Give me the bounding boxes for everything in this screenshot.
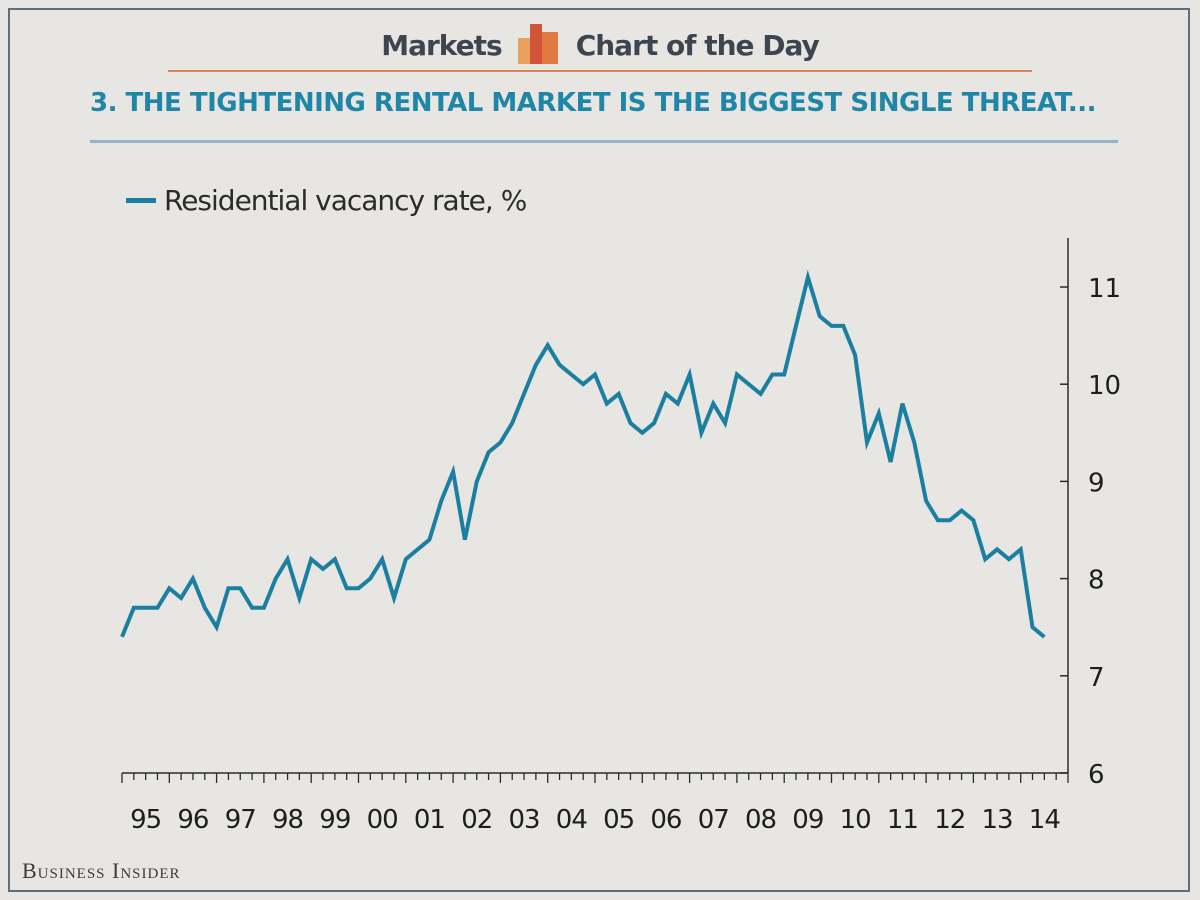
chart-title: 3. THE TIGHTENING RENTAL MARKET IS THE B… — [90, 88, 1097, 118]
series-line-residential-vacancy-rate — [120, 269, 1046, 639]
y-tick-label: 10 — [1088, 371, 1121, 401]
x-tick-label: 00 — [367, 805, 398, 835]
x-tick-label: 07 — [698, 805, 729, 835]
x-tick-label: 96 — [177, 805, 208, 835]
x-tick-label: 12 — [934, 805, 965, 835]
y-tick-label: 9 — [1088, 468, 1105, 498]
x-tick-label: 09 — [792, 805, 823, 835]
x-tick-label: 99 — [319, 805, 350, 835]
x-tick-label: 13 — [982, 805, 1013, 835]
x-tick-label: 10 — [840, 805, 871, 835]
bar-chart-logo-icon — [517, 24, 558, 64]
x-tick-label: 05 — [603, 805, 634, 835]
x-tick-label: 04 — [556, 805, 588, 835]
header-markets-label: Markets — [381, 28, 502, 62]
y-tick-label: 11 — [1088, 274, 1121, 304]
chart-of-the-day-header: Markets Chart of the Day — [0, 22, 1200, 68]
chart-marks — [120, 269, 1046, 639]
chart-axes: 6 7 8 9 10 11 95 96 97 98 99 00 01 02 03 04 05 06 07 08 09 10… — [121, 238, 1121, 835]
x-tick-label: 03 — [509, 805, 540, 835]
title-divider — [90, 140, 1118, 143]
header-chart-of-the-day-label: Chart of the Day — [575, 28, 820, 62]
x-tick-label: 95 — [130, 805, 161, 835]
y-tick-label: 8 — [1088, 566, 1105, 596]
x-tick-label: 08 — [745, 805, 776, 835]
y-tick-label: 7 — [1088, 663, 1105, 693]
footer-brand: Business Insider — [22, 858, 181, 883]
chart-legend: Residential vacancy rate, % — [126, 184, 527, 217]
header-divider — [168, 70, 1032, 72]
y-tick-label: 6 — [1088, 760, 1105, 790]
image-frame — [8, 8, 1190, 892]
x-tick-label: 98 — [272, 805, 303, 835]
x-tick-label: 14 — [1029, 805, 1061, 835]
x-tick-label: 97 — [225, 805, 256, 835]
x-tick-label: 06 — [650, 805, 681, 835]
x-tick-label: 11 — [887, 805, 918, 835]
x-tick-label: 01 — [414, 805, 445, 835]
legend-swatch — [126, 198, 156, 203]
x-tick-label: 02 — [461, 805, 492, 835]
legend-label: Residential vacancy rate, % — [164, 184, 527, 217]
